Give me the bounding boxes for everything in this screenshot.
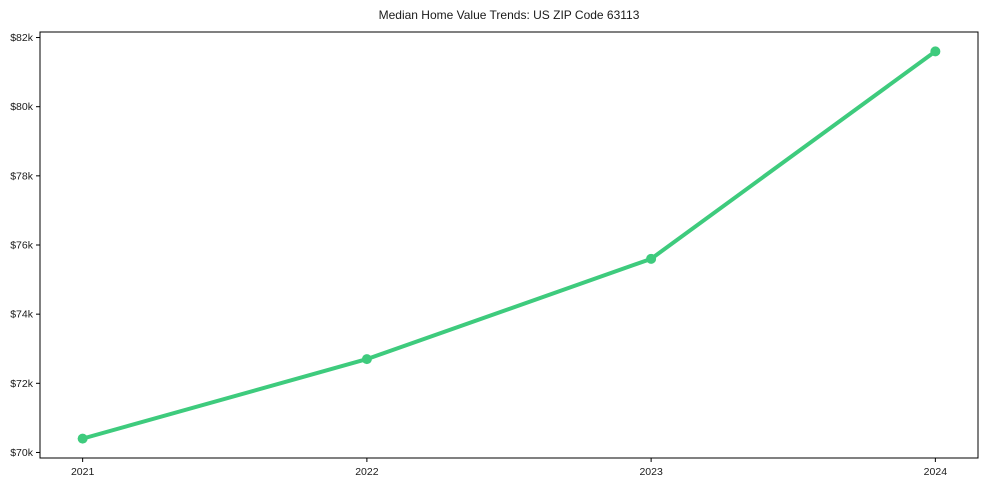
x-axis-tick-label: 2023 <box>639 466 663 478</box>
data-point <box>361 354 372 365</box>
y-axis-tick-label: $82k <box>10 32 34 44</box>
y-axis-tick-label: $80k <box>10 101 34 113</box>
plot-border <box>39 31 979 459</box>
data-point <box>930 46 941 57</box>
y-axis-tick-label: $72k <box>10 378 34 390</box>
data-point <box>646 253 657 264</box>
data-point <box>77 433 88 444</box>
y-axis-tick-label: $78k <box>10 170 34 182</box>
y-axis-tick-label: $76k <box>10 240 34 252</box>
y-axis-tick-label: $74k <box>10 309 34 321</box>
chart-title: Median Home Value Trends: US ZIP Code 63… <box>378 8 640 22</box>
x-axis-tick-label: 2021 <box>71 466 95 478</box>
trend-line <box>80 49 938 441</box>
x-axis-tick-label: 2022 <box>355 466 379 478</box>
x-axis-tick-label: 2024 <box>924 466 948 478</box>
y-axis-tick-label: $70k <box>10 447 34 459</box>
